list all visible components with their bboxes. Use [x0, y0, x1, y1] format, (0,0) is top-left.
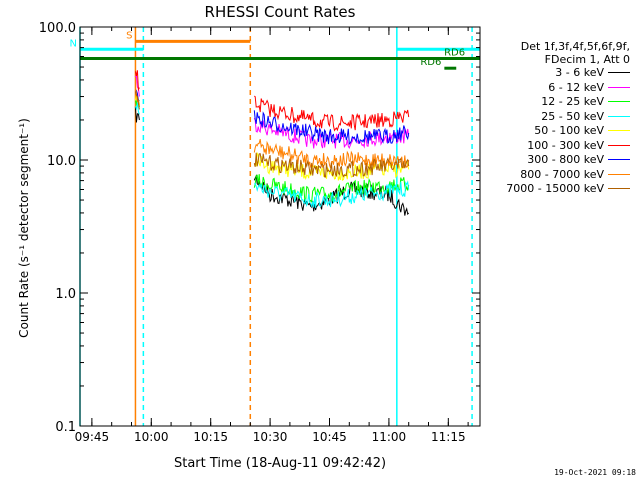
legend-entry-label: 7000 - 15000 keV — [506, 182, 604, 195]
x-tick-label: 11:00 — [372, 430, 407, 444]
chart-title: RHESSI Count Rates — [205, 3, 356, 21]
x-tick-label: 10:30 — [253, 430, 288, 444]
legend-entry-label: 6 - 12 keV — [548, 80, 604, 94]
series-line — [134, 106, 140, 123]
legend-entry-label: 25 - 50 keV — [541, 109, 604, 123]
legend-entry: 3 - 6 keV — [555, 66, 630, 79]
series-line — [253, 174, 410, 216]
legend-entry: 25 - 50 keV — [541, 110, 630, 123]
legend-swatch — [608, 130, 630, 131]
series-line — [134, 70, 140, 92]
y-tick-label: 0.1 — [55, 420, 76, 435]
series-lines — [134, 70, 410, 216]
annotation-label: RD6 — [444, 47, 465, 58]
series-line — [253, 151, 410, 182]
legend-swatch — [608, 86, 630, 88]
legend-header-line-1: Det 1f,3f,4f,5f,6f,9f, — [520, 40, 630, 53]
legend-entry: 300 - 800 keV — [527, 153, 630, 166]
series-line — [253, 110, 410, 145]
series-line — [253, 180, 410, 209]
legend-entry: 800 - 7000 keV — [520, 168, 630, 181]
y-tick-label: 10.0 — [47, 154, 76, 169]
y-tick-label: 1.0 — [55, 287, 76, 302]
series-line — [253, 95, 410, 132]
series-line — [134, 91, 140, 110]
legend-swatch — [608, 101, 630, 102]
x-tick-label: 10:00 — [134, 430, 169, 444]
series-line — [253, 152, 410, 178]
legend-entry: 50 - 100 keV — [534, 124, 630, 137]
legend-swatch — [608, 72, 630, 73]
axes: 09:45 10:00 10:15 10:30 10:45 11:00 11:15 0.1 1.… — [39, 21, 480, 444]
legend-entry-label: 800 - 7000 keV — [520, 167, 604, 181]
legend-entry-label: 50 - 100 keV — [534, 124, 604, 137]
legend-swatch — [608, 159, 630, 160]
series-line — [134, 87, 140, 105]
render-timestamp: 19-Oct-2021 09:18 — [554, 468, 636, 477]
legend-entry: 6 - 12 keV — [548, 81, 630, 94]
annotation-label: N — [70, 38, 77, 49]
y-axis-label: Count Rate (s⁻¹ detector segment⁻¹) — [17, 118, 31, 338]
legend-entry-label: 12 - 25 keV — [541, 95, 604, 108]
legend-entry-label: 100 - 300 keV — [527, 138, 604, 152]
legend-entry-label: 3 - 6 keV — [555, 66, 604, 79]
x-tick-label: 10:15 — [193, 430, 228, 444]
legend-swatch — [608, 144, 630, 146]
vertical-markers — [79, 27, 473, 426]
legend-entry: 7000 - 15000 keV — [506, 182, 630, 195]
annotation-label: RD6 — [420, 57, 441, 68]
x-axis-label: Start Time (18-Aug-11 09:42:42) — [174, 456, 386, 471]
legend-header-line-2: FDecim 1, Att 0 — [544, 53, 630, 66]
series-line — [134, 102, 140, 115]
legend-entry-label: 300 - 800 keV — [527, 153, 604, 166]
x-tick-label: 11:15 — [431, 430, 466, 444]
legend-entry: 100 - 300 keV — [527, 139, 630, 152]
legend-swatch — [608, 173, 630, 175]
x-tick-label: 09:45 — [75, 430, 110, 444]
annotation-label: S — [126, 30, 132, 41]
x-tick-label: 10:45 — [312, 430, 347, 444]
legend-entry: 12 - 25 keV — [541, 95, 630, 108]
plot-frame — [79, 26, 481, 427]
legend-swatch — [608, 115, 630, 117]
y-tick-label: 100.0 — [39, 21, 76, 36]
legend-swatch — [608, 188, 630, 189]
